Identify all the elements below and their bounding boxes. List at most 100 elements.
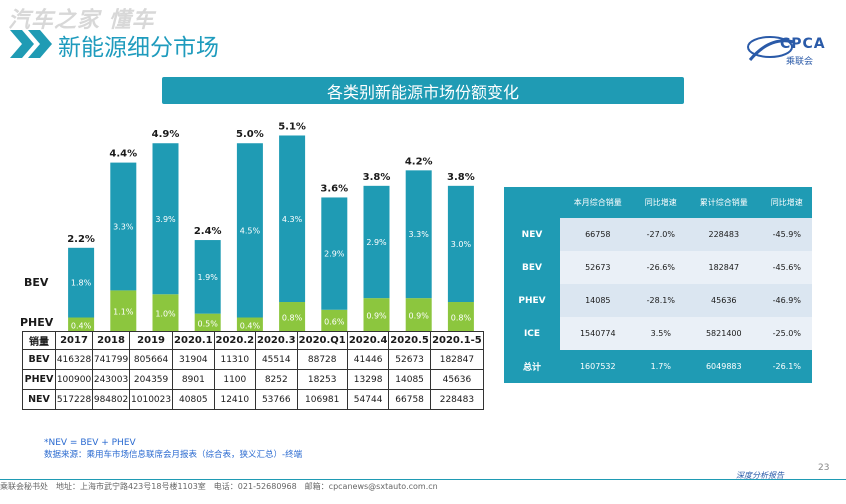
table-cell: -26.6%: [635, 251, 686, 284]
table-cell: 11310: [213, 349, 257, 370]
summary-table-header: 本月综合销量 同比增速 累计综合销量 同比增速: [504, 187, 812, 218]
bar-bev-2020.3: [279, 135, 306, 303]
label-total-2020.1: 2.4%: [194, 226, 222, 237]
header-cell: 2020.1: [172, 331, 215, 350]
row-label: NEV: [22, 389, 56, 410]
table-cell: 1.7%: [635, 350, 686, 383]
row-label: PHEV: [22, 369, 56, 390]
bar-phev-2018: [110, 290, 137, 333]
table-cell: 805664: [129, 349, 174, 370]
label-total-2017: 2.2%: [67, 234, 95, 245]
label-total-2018: 4.4%: [109, 149, 137, 160]
page-number: 23: [818, 463, 830, 473]
table-cell: 182847: [429, 349, 485, 370]
bar-phev-2020.1-5: [447, 302, 474, 333]
table-cell: 228483: [429, 389, 485, 410]
bar-phev-2020.4: [363, 298, 390, 333]
bar-bev-2017: [68, 247, 95, 318]
header-cell: 销量: [22, 331, 56, 350]
page-title: 新能源细分市场: [58, 35, 219, 61]
table-cell: -46.9%: [761, 284, 812, 317]
label-phev-2020.1: 0.5%: [198, 319, 219, 328]
stacked-bar-chart: 0.4% 1.8% 2.2% 1.1% 3.3% 4.4% 1.0% 3.9% 4.9% 0.5%…: [67, 121, 475, 333]
label-total-2020.4: 3.8%: [363, 172, 391, 183]
table-cell: 1607532: [560, 350, 636, 383]
table-cell: -45.9%: [761, 218, 812, 251]
label-total-2019: 4.9%: [152, 129, 180, 140]
footer-contact: 乘联会秘书处 地址：上海市武宁路423号18号楼1103室 电话：021-526…: [0, 482, 438, 491]
table-row: PHEV 14085 -28.1% 45636 -46.9%: [504, 284, 812, 317]
table-cell: 40805: [172, 389, 215, 410]
label-phev-2020.5: 0.9%: [409, 312, 430, 321]
table-cell: 66758: [560, 218, 636, 251]
table-row: BEV 52673 -26.6% 182847 -45.6%: [504, 251, 812, 284]
label-phev-2017: 0.4%: [71, 321, 92, 330]
table-cell: -26.1%: [761, 350, 812, 383]
table-row: NEV 517228 984802 1010023 40805 12410 53766 106…: [22, 389, 485, 410]
header-cell: 2020.4: [346, 331, 390, 350]
label-bev-2020.5: 3.3%: [409, 230, 430, 239]
label-phev-2020.4: 0.9%: [366, 312, 387, 321]
label-phev-2018: 1.1%: [113, 308, 134, 317]
table-cell: -27.0%: [635, 218, 686, 251]
header-cell: 2020.3: [255, 331, 298, 350]
label-bev-2020.3: 4.3%: [282, 215, 303, 224]
table-cell: 8252: [255, 369, 298, 390]
label-bev-2020.1: 1.9%: [198, 273, 219, 282]
table-cell: 416328: [54, 349, 94, 370]
label-phev-2019: 1.0%: [155, 310, 176, 319]
table-cell: 228483: [685, 218, 762, 251]
label-total-2020.1-5: 3.8%: [447, 172, 475, 183]
table-cell: 3.5%: [635, 317, 686, 350]
table-cell: 53766: [255, 389, 298, 410]
bar-bev-2020.4: [363, 185, 390, 299]
label-bev-2020.Q1: 2.9%: [324, 250, 345, 259]
table-cell: 204359: [129, 369, 174, 390]
table-cell: 54744: [346, 389, 390, 410]
table-cell: 12410: [213, 389, 257, 410]
label-total-2020.2: 5.0%: [236, 129, 264, 140]
chevron-icon: [10, 30, 52, 58]
table-cell: 52673: [560, 251, 636, 284]
table-cell: 45636: [429, 369, 485, 390]
label-total-2020.3: 5.1%: [278, 121, 306, 132]
table-cell: 14085: [560, 284, 636, 317]
table-cell: 741799: [92, 349, 131, 370]
header-cell: 2019: [129, 331, 174, 350]
series-label-bev: BEV: [24, 276, 49, 289]
bar-phev-2020.Q1: [321, 309, 348, 333]
table-cell: -25.0%: [761, 317, 812, 350]
logo-text: CPCA: [780, 36, 826, 52]
label-phev-2020.2: 0.4%: [240, 321, 261, 330]
label-bev-2017: 1.8%: [71, 279, 92, 288]
label-bev-2019: 3.9%: [155, 215, 176, 224]
table-cell: 8901: [172, 369, 215, 390]
formula-note: *NEV = BEV + PHEV: [44, 438, 136, 448]
label-total-2020.Q1: 3.6%: [320, 183, 348, 194]
bar-bev-2020.2: [236, 143, 263, 318]
table-cell: 517228: [54, 389, 94, 410]
label-phev-2020.Q1: 0.6%: [324, 317, 345, 326]
table-cell: 13298: [346, 369, 390, 390]
header-cell: 2020.1-5: [429, 331, 485, 350]
table-cell: 41446: [346, 349, 390, 370]
header-cell: 2017: [54, 331, 94, 350]
bar-phev-2020.3: [279, 302, 306, 333]
logo-subtext: 乘联会: [786, 57, 814, 67]
table-cell: 14085: [388, 369, 431, 390]
bar-phev-2020.1: [194, 313, 221, 333]
header-cell: 同比增速: [635, 187, 686, 218]
row-label: BEV: [22, 349, 56, 370]
header-cell: 2020.Q1: [296, 331, 348, 350]
table-cell: 52673: [388, 349, 431, 370]
header-cell: 2018: [92, 331, 131, 350]
header-cell: 同比增速: [761, 187, 812, 218]
header-cell: 2020.5: [388, 331, 431, 350]
label-bev-2020.2: 4.5%: [240, 226, 261, 235]
bar-phev-2017: [68, 317, 95, 333]
table-cell: 984802: [92, 389, 131, 410]
table-cell: 1010023: [129, 389, 174, 410]
bar-bev-2020.1: [194, 240, 221, 314]
header-cell: [504, 187, 560, 218]
bar-bev-2019: [152, 143, 179, 295]
